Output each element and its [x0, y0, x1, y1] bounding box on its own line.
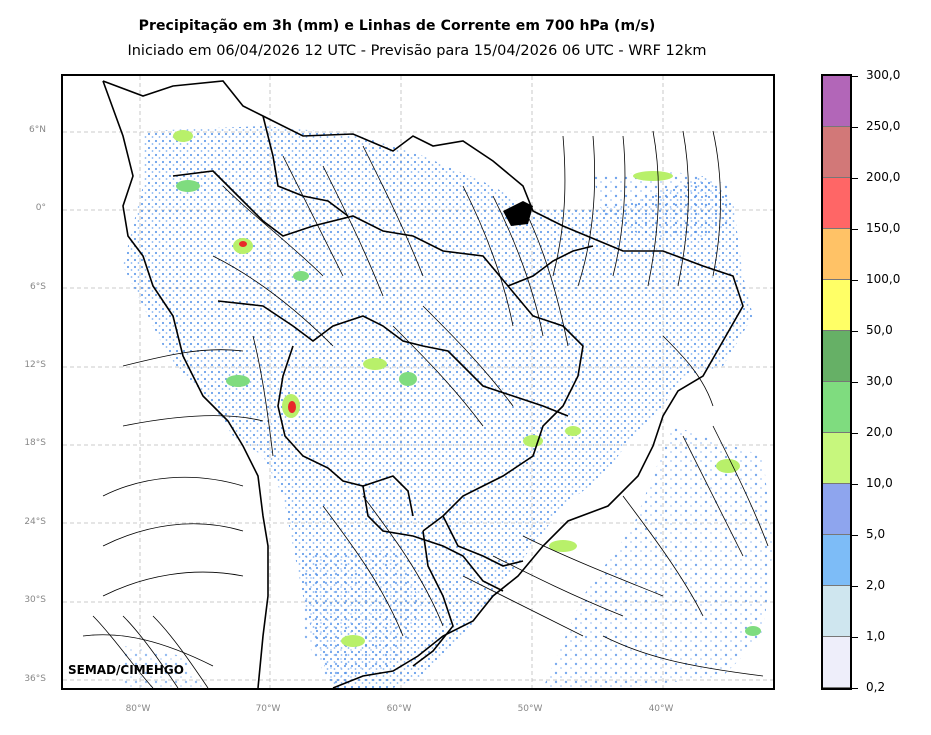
- colorbar-segment: [823, 484, 850, 535]
- colorbar-segment: [823, 535, 850, 586]
- colorbar-tick: [852, 178, 858, 179]
- lon-label-50w: 50°W: [517, 704, 543, 714]
- colorbar-tick: [852, 688, 858, 689]
- lon-label-70w: 70°W: [255, 704, 281, 714]
- precipitation-field: [123, 126, 773, 688]
- colorbar-segment: [823, 178, 850, 229]
- colorbar-tick: [852, 433, 858, 434]
- colorbar-tick-label: 1,0: [866, 629, 886, 643]
- colorbar-tick-label: 250,0: [866, 119, 901, 133]
- colorbar-tick: [852, 382, 858, 383]
- lat-label-24s: 24°S: [24, 517, 46, 527]
- colorbar-tick-label: 50,0: [866, 323, 893, 337]
- lon-label-60w: 60°W: [386, 704, 412, 714]
- credit-label: SEMAD/CIMEHGO: [68, 663, 184, 677]
- forecast-map: [63, 76, 773, 688]
- lat-label-6n: 6°N: [29, 125, 46, 135]
- colorbar-tick-label: 0,2: [866, 680, 886, 694]
- colorbar-segment: [823, 433, 850, 484]
- map-panel: [61, 74, 775, 690]
- colorbar-segment: [823, 280, 850, 331]
- colorbar-segment: [823, 586, 850, 637]
- colorbar-segment: [823, 76, 850, 127]
- colorbar-segment: [823, 127, 850, 178]
- colorbar-tick: [852, 229, 858, 230]
- colorbar-tick-label: 300,0: [866, 68, 901, 82]
- colorbar-tick-label: 200,0: [866, 170, 901, 184]
- colorbar-tick: [852, 535, 858, 536]
- colorbar-tick: [852, 280, 858, 281]
- lat-label-6s: 6°S: [30, 282, 46, 292]
- colorbar-segment: [823, 637, 850, 688]
- colorbar-tick-label: 2,0: [866, 578, 886, 592]
- colorbar-segment: [823, 382, 850, 433]
- colorbar-tick: [852, 484, 858, 485]
- colorbar-tick: [852, 586, 858, 587]
- colorbar-tick-label: 100,0: [866, 272, 901, 286]
- lat-label-30s: 30°S: [24, 595, 46, 605]
- colorbar-tick-label: 30,0: [866, 374, 893, 388]
- lat-label-0: 0°: [35, 203, 46, 213]
- colorbar-tick: [852, 331, 858, 332]
- precipitation-colorbar: [821, 74, 852, 690]
- streamlines-700hpa: [82, 130, 769, 688]
- lon-label-40w: 40°W: [648, 704, 674, 714]
- colorbar-tick-label: 20,0: [866, 425, 893, 439]
- map-title: Precipitação em 3h (mm) e Linhas de Corr…: [138, 18, 656, 34]
- colorbar-segment: [823, 331, 850, 382]
- colorbar-tick-label: 10,0: [866, 476, 893, 490]
- lon-label-80w: 80°W: [125, 704, 151, 714]
- colorbar-tick: [852, 76, 858, 77]
- marajo-island: [503, 201, 533, 226]
- colorbar-tick: [852, 127, 858, 128]
- colorbar-segment: [823, 229, 850, 280]
- map-subtitle: Iniciado em 06/04/2026 12 UTC - Previsão…: [127, 43, 707, 59]
- colorbar-tick-label: 5,0: [866, 527, 886, 541]
- colorbar-tick: [852, 637, 858, 638]
- lat-label-12s: 12°S: [24, 360, 46, 370]
- colorbar-tick-label: 150,0: [866, 221, 901, 235]
- lat-label-36s: 36°S: [24, 674, 46, 684]
- lat-label-18s: 18°S: [24, 438, 46, 448]
